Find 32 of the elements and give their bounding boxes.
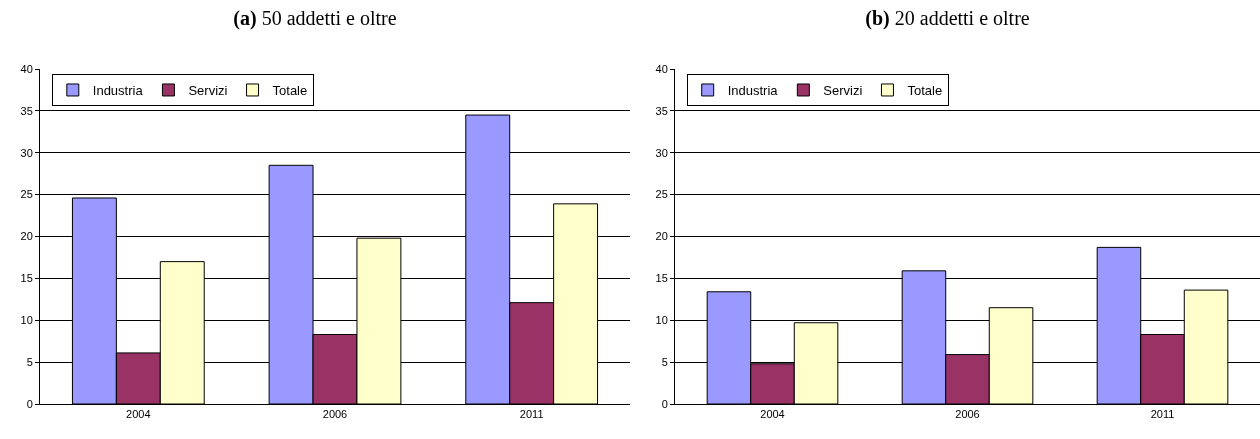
legend-label: Totale bbox=[907, 83, 943, 99]
legend-label: Servizi bbox=[188, 83, 228, 99]
y-tick-label: 0 bbox=[26, 397, 33, 410]
x-tick-label: 2011 bbox=[519, 408, 544, 421]
x-tick-label: 2006 bbox=[322, 408, 348, 421]
y-tick-label: 10 bbox=[20, 314, 33, 327]
y-tick-label: 35 bbox=[20, 104, 33, 117]
legend-label: Industria bbox=[92, 83, 144, 99]
y-tick-label: 20 bbox=[655, 230, 668, 243]
x-tick-label: 2011 bbox=[1150, 408, 1175, 421]
y-tick-label: 5 bbox=[661, 355, 668, 368]
legend-label: Industria bbox=[727, 83, 779, 99]
y-tick-label: 30 bbox=[20, 146, 33, 159]
y-tick-label: 0 bbox=[661, 397, 668, 410]
y-tick-label: 40 bbox=[20, 62, 33, 75]
y-tick-label: 30 bbox=[655, 146, 668, 159]
y-tick-label: 20 bbox=[20, 230, 33, 243]
chart-title: (b) 20 addetti e oltre bbox=[865, 6, 1030, 30]
y-tick-label: 15 bbox=[20, 272, 33, 285]
y-tick-label: 10 bbox=[655, 314, 668, 327]
legend-label: Servizi bbox=[823, 83, 863, 99]
x-tick-label: 2004 bbox=[760, 408, 785, 421]
y-tick-label: 25 bbox=[655, 188, 668, 201]
y-tick-label: 40 bbox=[655, 62, 668, 75]
y-tick-label: 35 bbox=[655, 104, 668, 117]
x-tick-label: 2006 bbox=[955, 408, 980, 421]
y-tick-label: 15 bbox=[655, 272, 668, 285]
y-tick-label: 25 bbox=[20, 188, 33, 201]
x-tick-label: 2004 bbox=[126, 408, 151, 421]
y-tick-label: 5 bbox=[26, 355, 33, 368]
chart-title: (a) 50 addetti e oltre bbox=[233, 6, 397, 30]
legend-label: Totale bbox=[272, 83, 308, 99]
